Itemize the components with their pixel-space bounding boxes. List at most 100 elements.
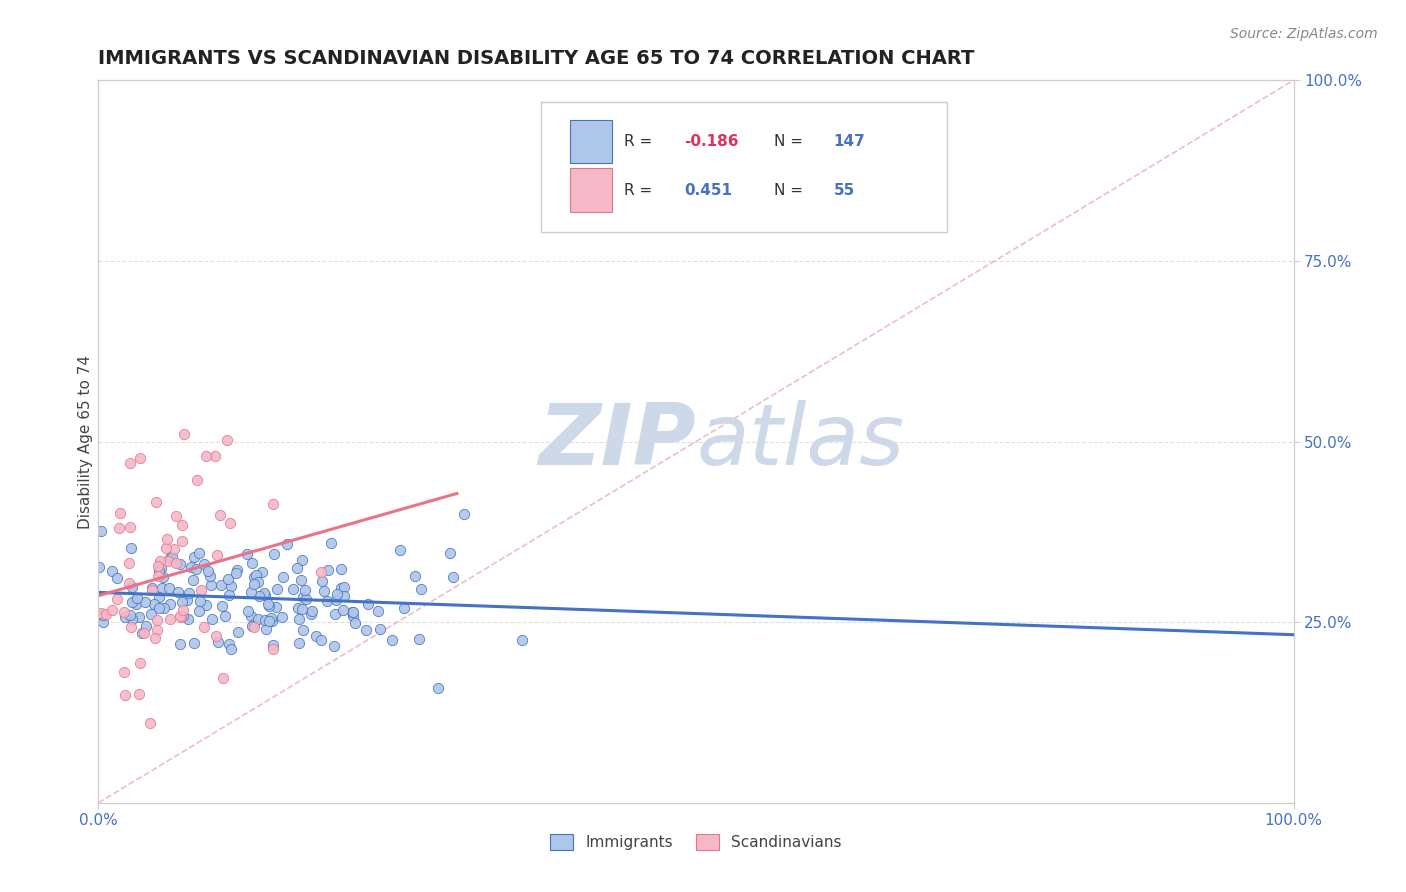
Point [257,597,280,611]
Point [301,604,323,618]
Point [404,569,426,583]
Point [243,576,266,591]
Point [172,533,194,548]
Point [276,536,298,550]
Point [381,633,404,648]
Point [439,546,461,560]
Point [281,582,304,596]
Point [90,524,112,538]
Point [247,589,270,603]
Point [155,541,177,555]
Point [316,563,339,577]
Point [342,608,364,623]
Point [142,597,165,611]
Point [295,592,318,607]
Point [367,604,389,618]
Point [91,615,114,629]
Point [252,586,274,600]
Point [150,582,173,596]
Point [207,548,229,562]
Text: atlas: atlas [696,400,904,483]
Point [254,613,277,627]
Point [441,569,464,583]
Point [291,553,314,567]
Point [218,588,240,602]
Point [260,614,283,628]
Point [159,597,181,611]
Point [266,582,288,597]
Point [291,591,314,605]
Point [356,597,378,611]
Bar [571,120,613,163]
Point [271,609,294,624]
Point [134,595,156,609]
Point [146,569,169,583]
Point [408,632,430,646]
Point [149,554,172,568]
Point [177,612,200,626]
Point [190,583,212,598]
Point [121,612,143,626]
Point [262,642,284,657]
Point [254,623,277,637]
Point [262,638,284,652]
Point [131,625,153,640]
Point [263,548,285,562]
Point [188,594,211,608]
Point [208,508,231,523]
Point [368,622,391,636]
Point [218,636,240,650]
Point [89,560,111,574]
Text: R =: R = [624,134,658,149]
Point [143,631,166,645]
Text: N =: N = [773,183,807,198]
Legend: Immigrants, Scandinavians: Immigrants, Scandinavians [544,829,848,856]
Point [342,605,364,619]
Text: -0.186: -0.186 [685,134,738,149]
Point [262,497,284,511]
Point [141,582,163,596]
Point [163,541,186,556]
Point [193,620,215,634]
Point [128,609,150,624]
Point [242,570,264,584]
Point [156,533,179,547]
Point [172,518,194,533]
Point [235,547,257,561]
Point [299,607,322,621]
Point [201,613,224,627]
Point [149,561,172,575]
Text: ZIP: ZIP [538,400,696,483]
Point [129,450,152,465]
Point [245,568,267,582]
Point [354,623,377,637]
Point [389,543,412,558]
Point [290,573,312,587]
Point [157,554,180,568]
Point [132,626,155,640]
Point [204,629,226,643]
Point [183,636,205,650]
Point [145,495,167,509]
Point [344,615,367,630]
Point [236,604,259,618]
Point [226,624,249,639]
Point [250,565,273,579]
Point [148,564,170,578]
Point [287,612,309,626]
Point [225,566,247,580]
Point [226,563,249,577]
Point [112,665,135,680]
Text: Source: ZipAtlas.com: Source: ZipAtlas.com [1230,27,1378,41]
Point [148,558,170,573]
Text: R =: R = [624,183,658,198]
Point [333,580,356,594]
Point [120,541,142,555]
Point [120,520,142,534]
Point [141,582,163,597]
Point [100,564,122,578]
Point [204,449,226,463]
Point [100,603,122,617]
Point [159,612,181,626]
Point [409,582,432,596]
